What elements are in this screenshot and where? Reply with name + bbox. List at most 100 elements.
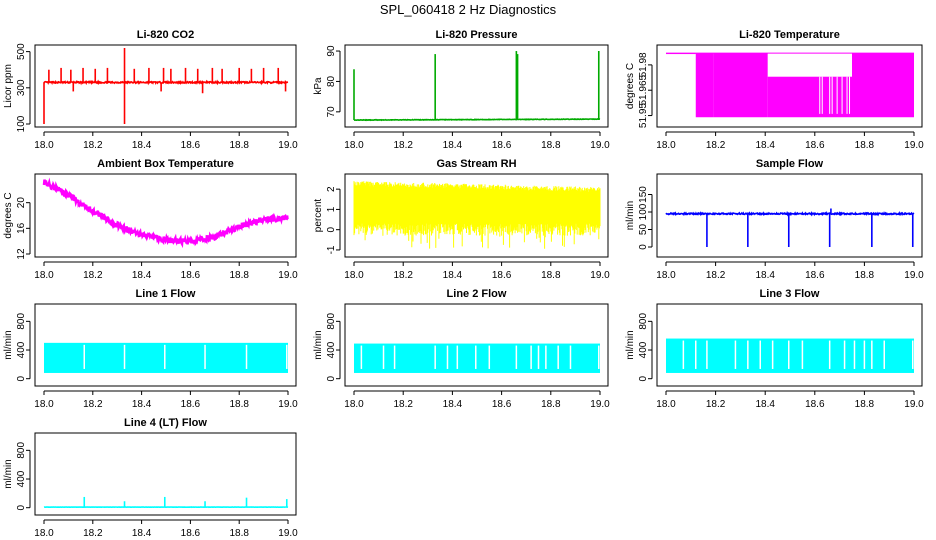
x-tick-label: 18.0 [656,270,676,281]
series-line [353,117,601,122]
chart-temperature: Li-820 Temperature 18.0 18.2 18.4 18.6 18.8 19… [625,29,924,151]
x-tick-label: 18.2 [393,140,413,151]
plot-frame [34,303,297,387]
chart-co2: Li-820 CO2 18.0 18.2 18.4 18.6 18.8 19.0 100 300… [3,29,298,151]
y-tick-label: 70 [326,106,337,118]
y-tick-label: 50 [638,224,649,236]
chart-title: Gas Stream RH [436,158,516,170]
series-sample [665,208,915,247]
chart-title: Li-820 Pressure [436,29,518,41]
plot-frame [656,173,923,258]
plot-frame [656,303,923,387]
series-line2 [354,343,600,373]
chart-rh: Gas Stream RH 18.0 18.2 18.4 18.6 18.8 19.0 -1 0… [313,158,610,281]
y-tick-label: 0 [326,375,337,381]
series-ambient [42,177,289,249]
y-tick-label: 20 [16,197,27,209]
y-tick-label: 400 [16,470,27,487]
x-tick-label: 18.0 [656,140,676,151]
x-tick-label: 18.6 [805,140,825,151]
x-tick-label: 19.0 [278,399,298,410]
x-tick-label: 18.8 [229,528,249,539]
y-tick-label: -1 [326,245,337,254]
y-tick-label: 500 [16,43,27,60]
page-title: SPL_060418 2 Hz Diagnostics [379,2,557,17]
x-tick-label: 18.6 [492,140,512,151]
y-axis-label: Licor ppm [3,64,14,108]
x-tick-label: 18.8 [541,140,561,151]
x-tick-label: 18.0 [344,399,364,410]
x-tick-label: 18.6 [181,399,201,410]
flow-band [354,343,600,373]
chart-pressure: Li-820 Pressure 18.0 18.2 18.4 18.6 18.8 19.0 7… [313,29,610,151]
chart-title: Line 4 (LT) Flow [124,417,207,429]
x-tick-label: 18.4 [443,399,463,410]
chart-sample: Sample Flow 18.0 18.2 18.4 18.6 18.8 19.0 0 50 10… [625,158,924,281]
series-band [353,181,601,249]
x-tick-label: 19.0 [904,140,924,151]
y-tick-label: 0 [638,244,649,250]
x-tick-label: 18.2 [393,399,413,410]
x-tick-label: 18.8 [855,399,875,410]
y-tick-label: 100 [638,203,649,220]
y-axis-label: ml/min [3,330,14,359]
chart-title: Sample Flow [756,158,824,170]
y-axis-label: ml/min [313,330,324,359]
y-tick-label: 400 [16,341,27,358]
x-tick-label: 18.0 [34,270,54,281]
y-tick-label: 2 [326,186,337,192]
series-line [43,79,289,86]
x-tick-label: 18.0 [34,528,54,539]
y-axis-label: degrees C [625,63,636,109]
x-tick-label: 18.4 [132,528,152,539]
series-line [665,210,915,217]
y-tick-label: 0 [326,226,337,232]
y-axis-label: ml/min [3,459,14,488]
value-band [713,53,768,118]
x-tick-label: 18.6 [805,399,825,410]
y-tick-label: 16 [16,222,27,234]
chart-line4: Line 4 (LT) Flow 18.0 18.2 18.4 18.6 18.8 19.0… [3,417,298,539]
flow-band [44,342,288,373]
plot-frame [34,44,297,128]
x-tick-label: 18.6 [492,399,512,410]
x-tick-label: 18.6 [181,528,201,539]
x-tick-label: 18.8 [541,270,561,281]
y-tick-label: 51.98 [638,52,649,77]
chart-title: Line 2 Flow [447,288,507,300]
x-tick-label: 18.4 [132,399,152,410]
y-axis-label: percent [313,199,324,233]
x-tick-label: 19.0 [278,270,298,281]
x-tick-label: 18.6 [181,270,201,281]
x-tick-label: 19.0 [590,399,610,410]
x-tick-label: 18.0 [34,140,54,151]
y-axis-label: ml/min [625,201,636,230]
chart-title: Ambient Box Temperature [97,158,234,170]
y-tick-label: 400 [638,341,649,358]
value-band [852,53,914,118]
series-line [42,177,289,249]
y-axis-label: ml/min [625,330,636,359]
x-tick-label: 18.2 [83,528,103,539]
x-tick-label: 18.4 [132,140,152,151]
x-tick-label: 18.4 [443,270,463,281]
plot-frame [344,44,609,128]
x-tick-label: 18.2 [83,140,103,151]
x-tick-label: 18.8 [229,399,249,410]
x-tick-label: 18.2 [83,399,103,410]
x-tick-label: 19.0 [904,399,924,410]
y-axis-label: kPa [313,77,324,95]
series-temperature [666,52,914,118]
series-pressure [353,51,601,122]
chart-title: Line 3 Flow [760,288,820,300]
x-tick-label: 18.6 [181,140,201,151]
chart-line3: Line 3 Flow 18.0 18.2 18.4 18.6 18.8 19.0 0 400 8… [625,288,924,410]
chart-ambient: Ambient Box Temperature 18.0 18.2 18.4 18.6 1… [3,158,298,281]
y-tick-label: 90 [326,45,337,57]
x-tick-label: 18.8 [229,140,249,151]
y-tick-label: 150 [638,186,649,203]
x-tick-label: 18.2 [393,270,413,281]
y-tick-label: 300 [16,79,27,96]
x-tick-label: 18.0 [344,140,364,151]
